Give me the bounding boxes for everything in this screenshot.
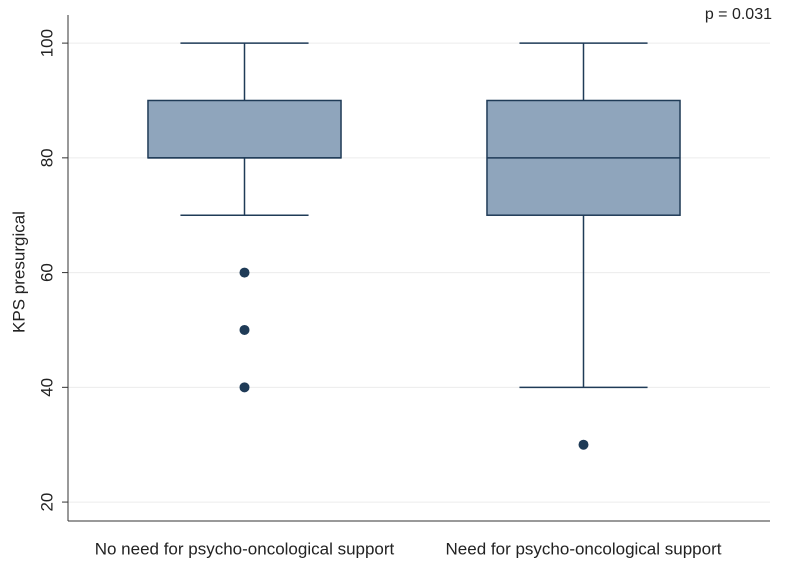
outlier [239,267,250,278]
y-tick-label: 40 [37,378,56,397]
y-tick-label: 20 [37,493,56,512]
x-tick-label: Need for psycho-oncological support [446,539,722,558]
y-tick-label: 60 [37,263,56,282]
outlier [239,324,250,335]
annotation: p = 0.031 [705,6,772,23]
y-tick-label: 80 [37,148,56,167]
x-tick-label: No need for psycho-oncological support [95,539,395,558]
outlier [578,439,589,450]
y-axis-label: KPS presurgical [9,211,28,333]
box [147,99,342,159]
outlier [239,382,250,393]
y-tick-label: 100 [37,29,56,57]
